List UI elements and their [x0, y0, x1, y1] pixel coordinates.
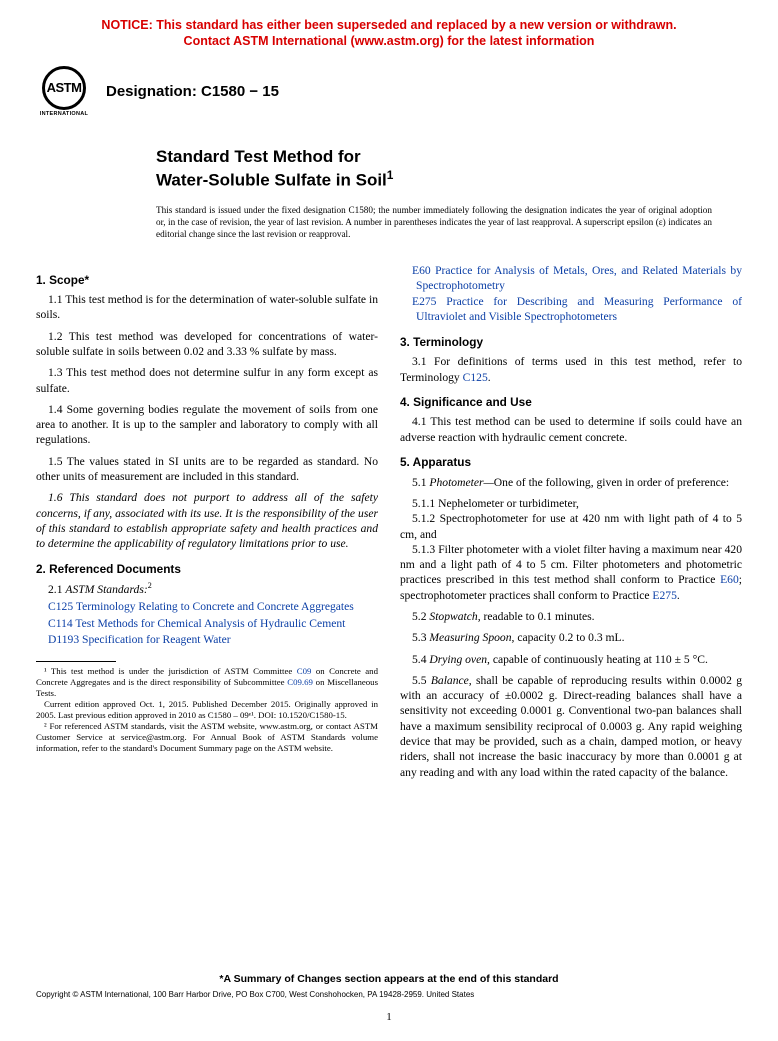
scope-1.4: 1.4 Some governing bodies regulate the m…: [36, 402, 378, 448]
title-main: Water-Soluble Sulfate in Soil1: [156, 168, 742, 191]
notice: NOTICE: This standard has either been su…: [36, 18, 742, 49]
a52b: readable to 0.1 minutes.: [481, 610, 595, 623]
a55i: Balance,: [431, 674, 472, 687]
footnote-1-p2: Current edition approved Oct. 1, 2015. P…: [36, 699, 378, 721]
term-a: 3.1 For definitions of terms used in thi…: [400, 355, 742, 383]
a53b: capacity 0.2 to 0.3 mL.: [514, 631, 624, 644]
title-block: Standard Test Method for Water-Soluble S…: [156, 147, 742, 190]
a51b: One of the following, given in order of …: [494, 476, 729, 489]
ref-d1193[interactable]: D1193 Specification for Reagent Water: [52, 632, 378, 647]
notice-line2: Contact ASTM International (www.astm.org…: [184, 34, 595, 48]
ref-code: C125: [48, 600, 73, 613]
footnote-1: ¹ This test method is under the jurisdic…: [36, 666, 378, 699]
refs-lead-italic: ASTM Standards:: [65, 583, 147, 596]
astm-logo: ASTM INTERNATIONAL: [36, 63, 92, 119]
apparatus-5.4: 5.4 Drying oven, capable of continuously…: [400, 652, 742, 667]
col-left: 1. Scope* 1.1 This test method is for th…: [36, 263, 378, 786]
page-number: 1: [0, 1011, 778, 1023]
apparatus-5.1.1: 5.1.1 Nephelometer or turbidimeter,: [400, 496, 742, 511]
apparatus-5.1.3: 5.1.3 Filter photometer with a violet fi…: [400, 542, 742, 603]
apparatus-5.2: 5.2 Stopwatch, readable to 0.1 minutes.: [400, 609, 742, 624]
a53a: 5.3: [412, 631, 429, 644]
term-b: .: [488, 371, 491, 384]
a55b: shall be capable of reproducing results …: [400, 674, 742, 779]
a54b: capable of continuously heating at 110 ±…: [490, 653, 708, 666]
ref-text: Test Methods for Chemical Analysis of Hy…: [73, 617, 346, 630]
apparatus-5.3: 5.3 Measuring Spoon, capacity 0.2 to 0.3…: [400, 630, 742, 645]
ref-code: E60: [412, 264, 431, 277]
astm-logo-label: INTERNATIONAL: [40, 111, 88, 117]
logo-text: ASTM: [47, 80, 82, 95]
a51i: Photometer—: [429, 476, 493, 489]
refs-heading: 2. Referenced Documents: [36, 562, 378, 578]
refs-lead-sup: 2: [148, 581, 152, 590]
apparatus-5.1.2: 5.1.2 Spectrophotometer for use at 420 n…: [400, 511, 742, 542]
ref-code: E275: [412, 295, 436, 308]
a52i: Stopwatch,: [429, 610, 480, 623]
term-link-c125[interactable]: C125: [463, 371, 488, 384]
ref-c125[interactable]: C125 Terminology Relating to Concrete an…: [52, 599, 378, 614]
issuance-note: This standard is issued under the fixed …: [156, 205, 712, 241]
title-lead: Standard Test Method for: [156, 147, 742, 167]
fn1-link-c0969[interactable]: C09.69: [287, 677, 313, 687]
title-sup: 1: [387, 168, 394, 182]
ref-code: D1193: [48, 633, 79, 646]
apparatus-5.5: 5.5 Balance, shall be capable of reprodu…: [400, 673, 742, 780]
scope-1.6: 1.6 This standard does not purport to ad…: [36, 490, 378, 551]
a54a: 5.4: [412, 653, 429, 666]
designation-row: ASTM INTERNATIONAL Designation: C1580 − …: [36, 63, 742, 119]
ref-text: Practice for Analysis of Metals, Ores, a…: [416, 264, 742, 292]
ref-text: Specification for Reagent Water: [79, 633, 230, 646]
notice-line1: NOTICE: This standard has either been su…: [101, 18, 676, 32]
ref-text: Practice for Describing and Measuring Pe…: [416, 295, 742, 323]
refs-lead: 2.1 ASTM Standards:2: [36, 581, 378, 597]
a53i: Measuring Spoon,: [429, 631, 514, 644]
ref-e60[interactable]: E60 Practice for Analysis of Metals, Ore…: [416, 263, 742, 294]
significance-4.1: 4.1 This test method can be used to dete…: [400, 414, 742, 445]
body-columns: 1. Scope* 1.1 This test method is for th…: [36, 263, 742, 786]
ref-e275[interactable]: E275 Practice for Describing and Measuri…: [416, 294, 742, 325]
title-main-text: Water-Soluble Sulfate in Soil: [156, 170, 387, 189]
scope-1.5: 1.5 The values stated in SI units are to…: [36, 454, 378, 485]
a54i: Drying oven,: [429, 653, 490, 666]
ref-c114[interactable]: C114 Test Methods for Chemical Analysis …: [52, 616, 378, 631]
a513-link-e60[interactable]: E60: [720, 573, 739, 586]
scope-1.3: 1.3 This test method does not determine …: [36, 365, 378, 396]
a513-link-e275[interactable]: E275: [652, 589, 676, 602]
designation: Designation: C1580 − 15: [106, 83, 279, 100]
terminology-heading: 3. Terminology: [400, 335, 742, 351]
a55a: 5.5: [412, 674, 431, 687]
refs-lead-num: 2.1: [48, 583, 65, 596]
a52a: 5.2: [412, 610, 429, 623]
scope-heading: 1. Scope*: [36, 273, 378, 289]
a51a: 5.1: [412, 476, 429, 489]
ref-code: C114: [48, 617, 73, 630]
col-right: E60 Practice for Analysis of Metals, Ore…: [400, 263, 742, 786]
a513a: 5.1.3 Filter photometer with a violet fi…: [400, 543, 742, 587]
ref-text: Terminology Relating to Concrete and Con…: [73, 600, 354, 613]
fn1-a: ¹ This test method is under the jurisdic…: [44, 666, 297, 676]
copyright: Copyright © ASTM International, 100 Barr…: [36, 990, 474, 999]
significance-heading: 4. Significance and Use: [400, 395, 742, 411]
a513c: .: [677, 589, 680, 602]
summary-of-changes: *A Summary of Changes section appears at…: [0, 973, 778, 985]
scope-1.1: 1.1 This test method is for the determin…: [36, 292, 378, 323]
terminology-3.1: 3.1 For definitions of terms used in thi…: [400, 354, 742, 385]
astm-logo-circle: ASTM: [42, 66, 86, 110]
apparatus-heading: 5. Apparatus: [400, 455, 742, 471]
fn1-link-c09[interactable]: C09: [297, 666, 312, 676]
scope-1.2: 1.2 This test method was developed for c…: [36, 329, 378, 360]
footnote-rule: [36, 661, 116, 662]
apparatus-5.1: 5.1 Photometer—One of the following, giv…: [400, 475, 742, 490]
footnote-2: ² For referenced ASTM standards, visit t…: [36, 721, 378, 754]
